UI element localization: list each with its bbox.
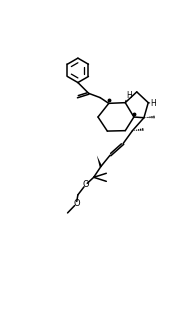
Text: O: O [82,180,89,189]
Text: H: H [126,91,132,100]
Text: O: O [73,199,80,208]
Text: H: H [150,99,156,108]
Polygon shape [97,155,102,167]
